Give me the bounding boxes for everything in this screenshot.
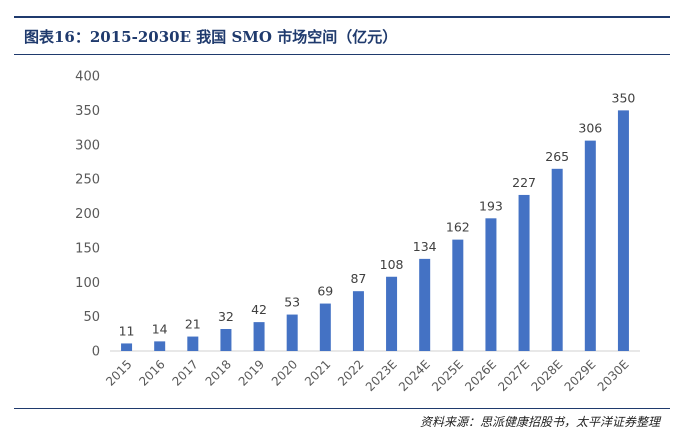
bar (518, 194, 530, 351)
bar (386, 276, 398, 351)
bar (220, 329, 232, 351)
x-tick-label: 2023E (363, 357, 400, 394)
y-tick-label: 250 (75, 173, 100, 188)
data-label: 227 (512, 175, 536, 190)
x-tick-label: 2026E (462, 357, 499, 394)
bar (319, 303, 331, 351)
x-tick-label: 2015 (103, 357, 134, 388)
bar (584, 140, 596, 351)
data-label: 11 (119, 323, 135, 338)
y-tick-label: 100 (75, 276, 100, 291)
y-tick-label: 150 (75, 241, 100, 256)
data-label: 162 (446, 220, 470, 235)
data-label: 265 (545, 149, 569, 164)
y-tick-label: 300 (75, 138, 100, 153)
bar (154, 341, 166, 351)
x-tick-label: 2021 (302, 357, 333, 388)
x-tick-label: 2030E (595, 357, 632, 394)
chart-title: 图表16：2015-2030E 我国 SMO 市场空间（亿元） (24, 28, 398, 46)
x-tick-label: 2024E (396, 357, 433, 394)
bar (419, 258, 431, 351)
x-tick-label: 2029E (562, 357, 599, 394)
x-tick-label: 2018 (203, 357, 234, 388)
x-tick-label: 2020 (269, 357, 300, 388)
bar (452, 239, 464, 351)
x-tick-label: 2017 (169, 357, 200, 388)
bar (617, 110, 629, 351)
data-label: 134 (413, 239, 437, 254)
data-label: 69 (317, 284, 333, 299)
data-label: 193 (479, 198, 503, 213)
data-label: 306 (578, 121, 602, 136)
title-rule (14, 54, 670, 55)
bar (187, 336, 199, 351)
data-label: 53 (284, 295, 300, 310)
y-tick-label: 0 (92, 345, 100, 360)
x-tick-label: 2028E (528, 357, 565, 394)
x-tick-label: 2025E (429, 357, 466, 394)
y-tick-label: 50 (83, 310, 100, 325)
data-label: 14 (152, 321, 168, 336)
top-rule (14, 16, 670, 18)
bar (551, 168, 563, 351)
bar (286, 314, 298, 351)
data-label: 42 (251, 302, 267, 317)
x-tick-label: 2019 (236, 357, 267, 388)
data-label: 21 (185, 317, 201, 332)
data-label: 108 (380, 257, 404, 272)
x-tick-label: 2016 (136, 357, 167, 388)
y-tick-label: 200 (75, 207, 100, 222)
data-label: 32 (218, 309, 234, 324)
x-tick-label: 2027E (495, 357, 532, 394)
data-label: 87 (350, 271, 366, 286)
bar (253, 322, 265, 351)
bar (485, 218, 497, 351)
data-label: 350 (612, 90, 636, 105)
y-tick-label: 350 (75, 104, 100, 119)
y-tick-label: 400 (75, 70, 100, 85)
bar (121, 343, 133, 351)
source-note: 资料来源：思派健康招股书，太平洋证券整理 (419, 415, 660, 429)
bar (352, 291, 364, 351)
bottom-rule (14, 408, 670, 409)
